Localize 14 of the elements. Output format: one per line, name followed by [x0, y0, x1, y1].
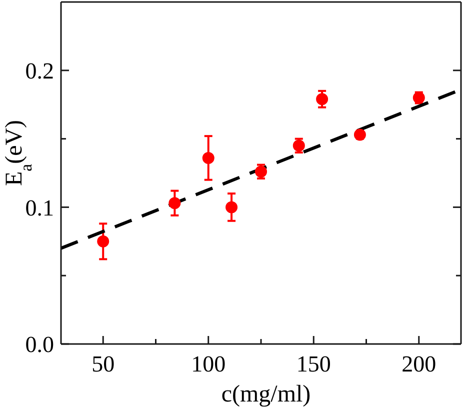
point: [354, 128, 366, 141]
x-axis-title: c(mg/ml): [221, 381, 311, 408]
y-tick-label: 0.2: [25, 58, 54, 84]
y-tick-label: 0.0: [25, 332, 54, 358]
x-tick-label: 150: [296, 351, 331, 376]
x-tick-label: 100: [191, 351, 226, 376]
point: [226, 201, 238, 214]
point: [316, 93, 328, 106]
x-tick-label: 50: [92, 351, 115, 376]
x-tick-label: 200: [402, 351, 436, 376]
point: [202, 152, 214, 164]
point: [97, 235, 110, 248]
y-tick-label: 0.1: [25, 195, 54, 220]
point: [168, 197, 181, 210]
